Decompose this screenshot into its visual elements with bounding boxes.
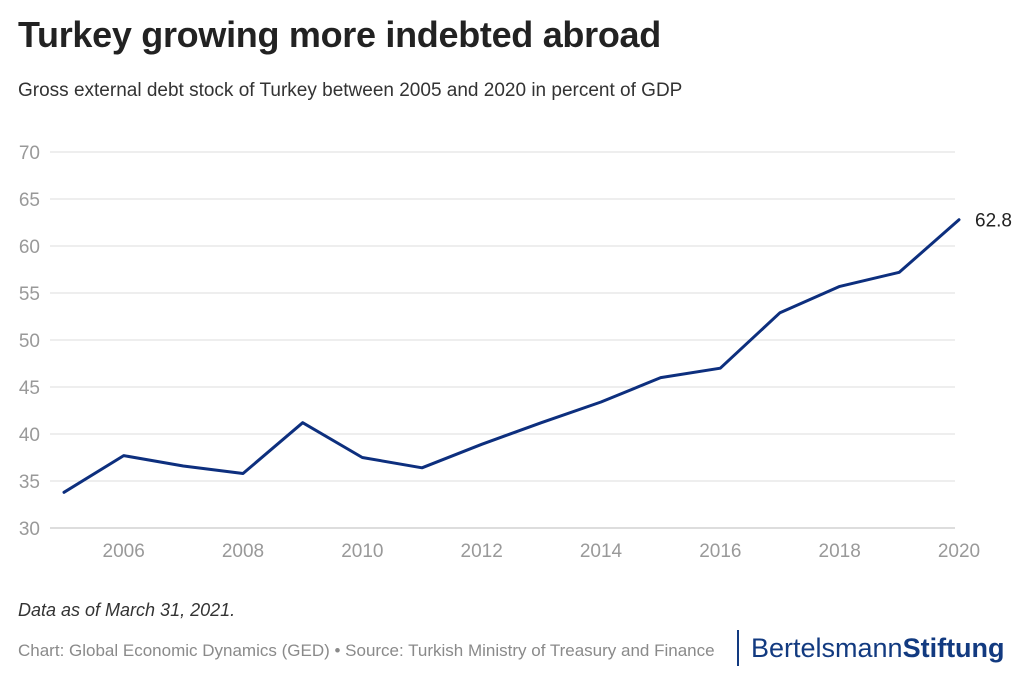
- x-tick-label: 2016: [699, 541, 741, 562]
- y-tick-label: 65: [19, 190, 40, 211]
- y-tick-label: 30: [19, 519, 40, 540]
- x-tick-label: 2014: [580, 541, 623, 562]
- chart-subtitle: Gross external debt stock of Turkey betw…: [18, 80, 683, 101]
- brand-name-part1: Bertelsmann: [751, 632, 903, 663]
- source-footer: Chart: Global Economic Dynamics (GED) • …: [18, 641, 715, 660]
- data-labels: 62.8: [975, 211, 1012, 232]
- data-note: Data as of March 31, 2021.: [18, 600, 236, 620]
- chart-title: Turkey growing more indebted abroad: [18, 14, 661, 55]
- x-tick-label: 2010: [341, 541, 383, 562]
- y-tick-label: 55: [19, 284, 40, 305]
- end-value-label: 62.8: [975, 211, 1012, 232]
- x-tick-label: 2008: [222, 541, 264, 562]
- brand-name-part2: Stiftung: [902, 632, 1005, 663]
- x-axis-ticks: 2006 2008 2010 2012 2014 2016 2018 2020: [103, 541, 981, 562]
- series-group: [62, 218, 961, 494]
- y-tick-label: 50: [19, 331, 40, 352]
- x-tick-label: 2012: [461, 541, 503, 562]
- series-line: [62, 218, 961, 494]
- brand-logo: Bertelsmann Stiftung: [737, 630, 1005, 666]
- grid-lines: [50, 151, 955, 529]
- x-tick-label: 2006: [103, 541, 145, 562]
- x-tick-label: 2018: [819, 541, 861, 562]
- y-tick-label: 40: [19, 425, 40, 446]
- y-axis-ticks: 30 35 40 45 50 55 60 65 70: [19, 143, 40, 540]
- y-tick-label: 45: [19, 378, 40, 399]
- y-tick-label: 70: [19, 143, 40, 164]
- x-tick-label: 2020: [938, 541, 980, 562]
- y-tick-label: 60: [19, 237, 40, 258]
- y-tick-label: 35: [19, 472, 40, 493]
